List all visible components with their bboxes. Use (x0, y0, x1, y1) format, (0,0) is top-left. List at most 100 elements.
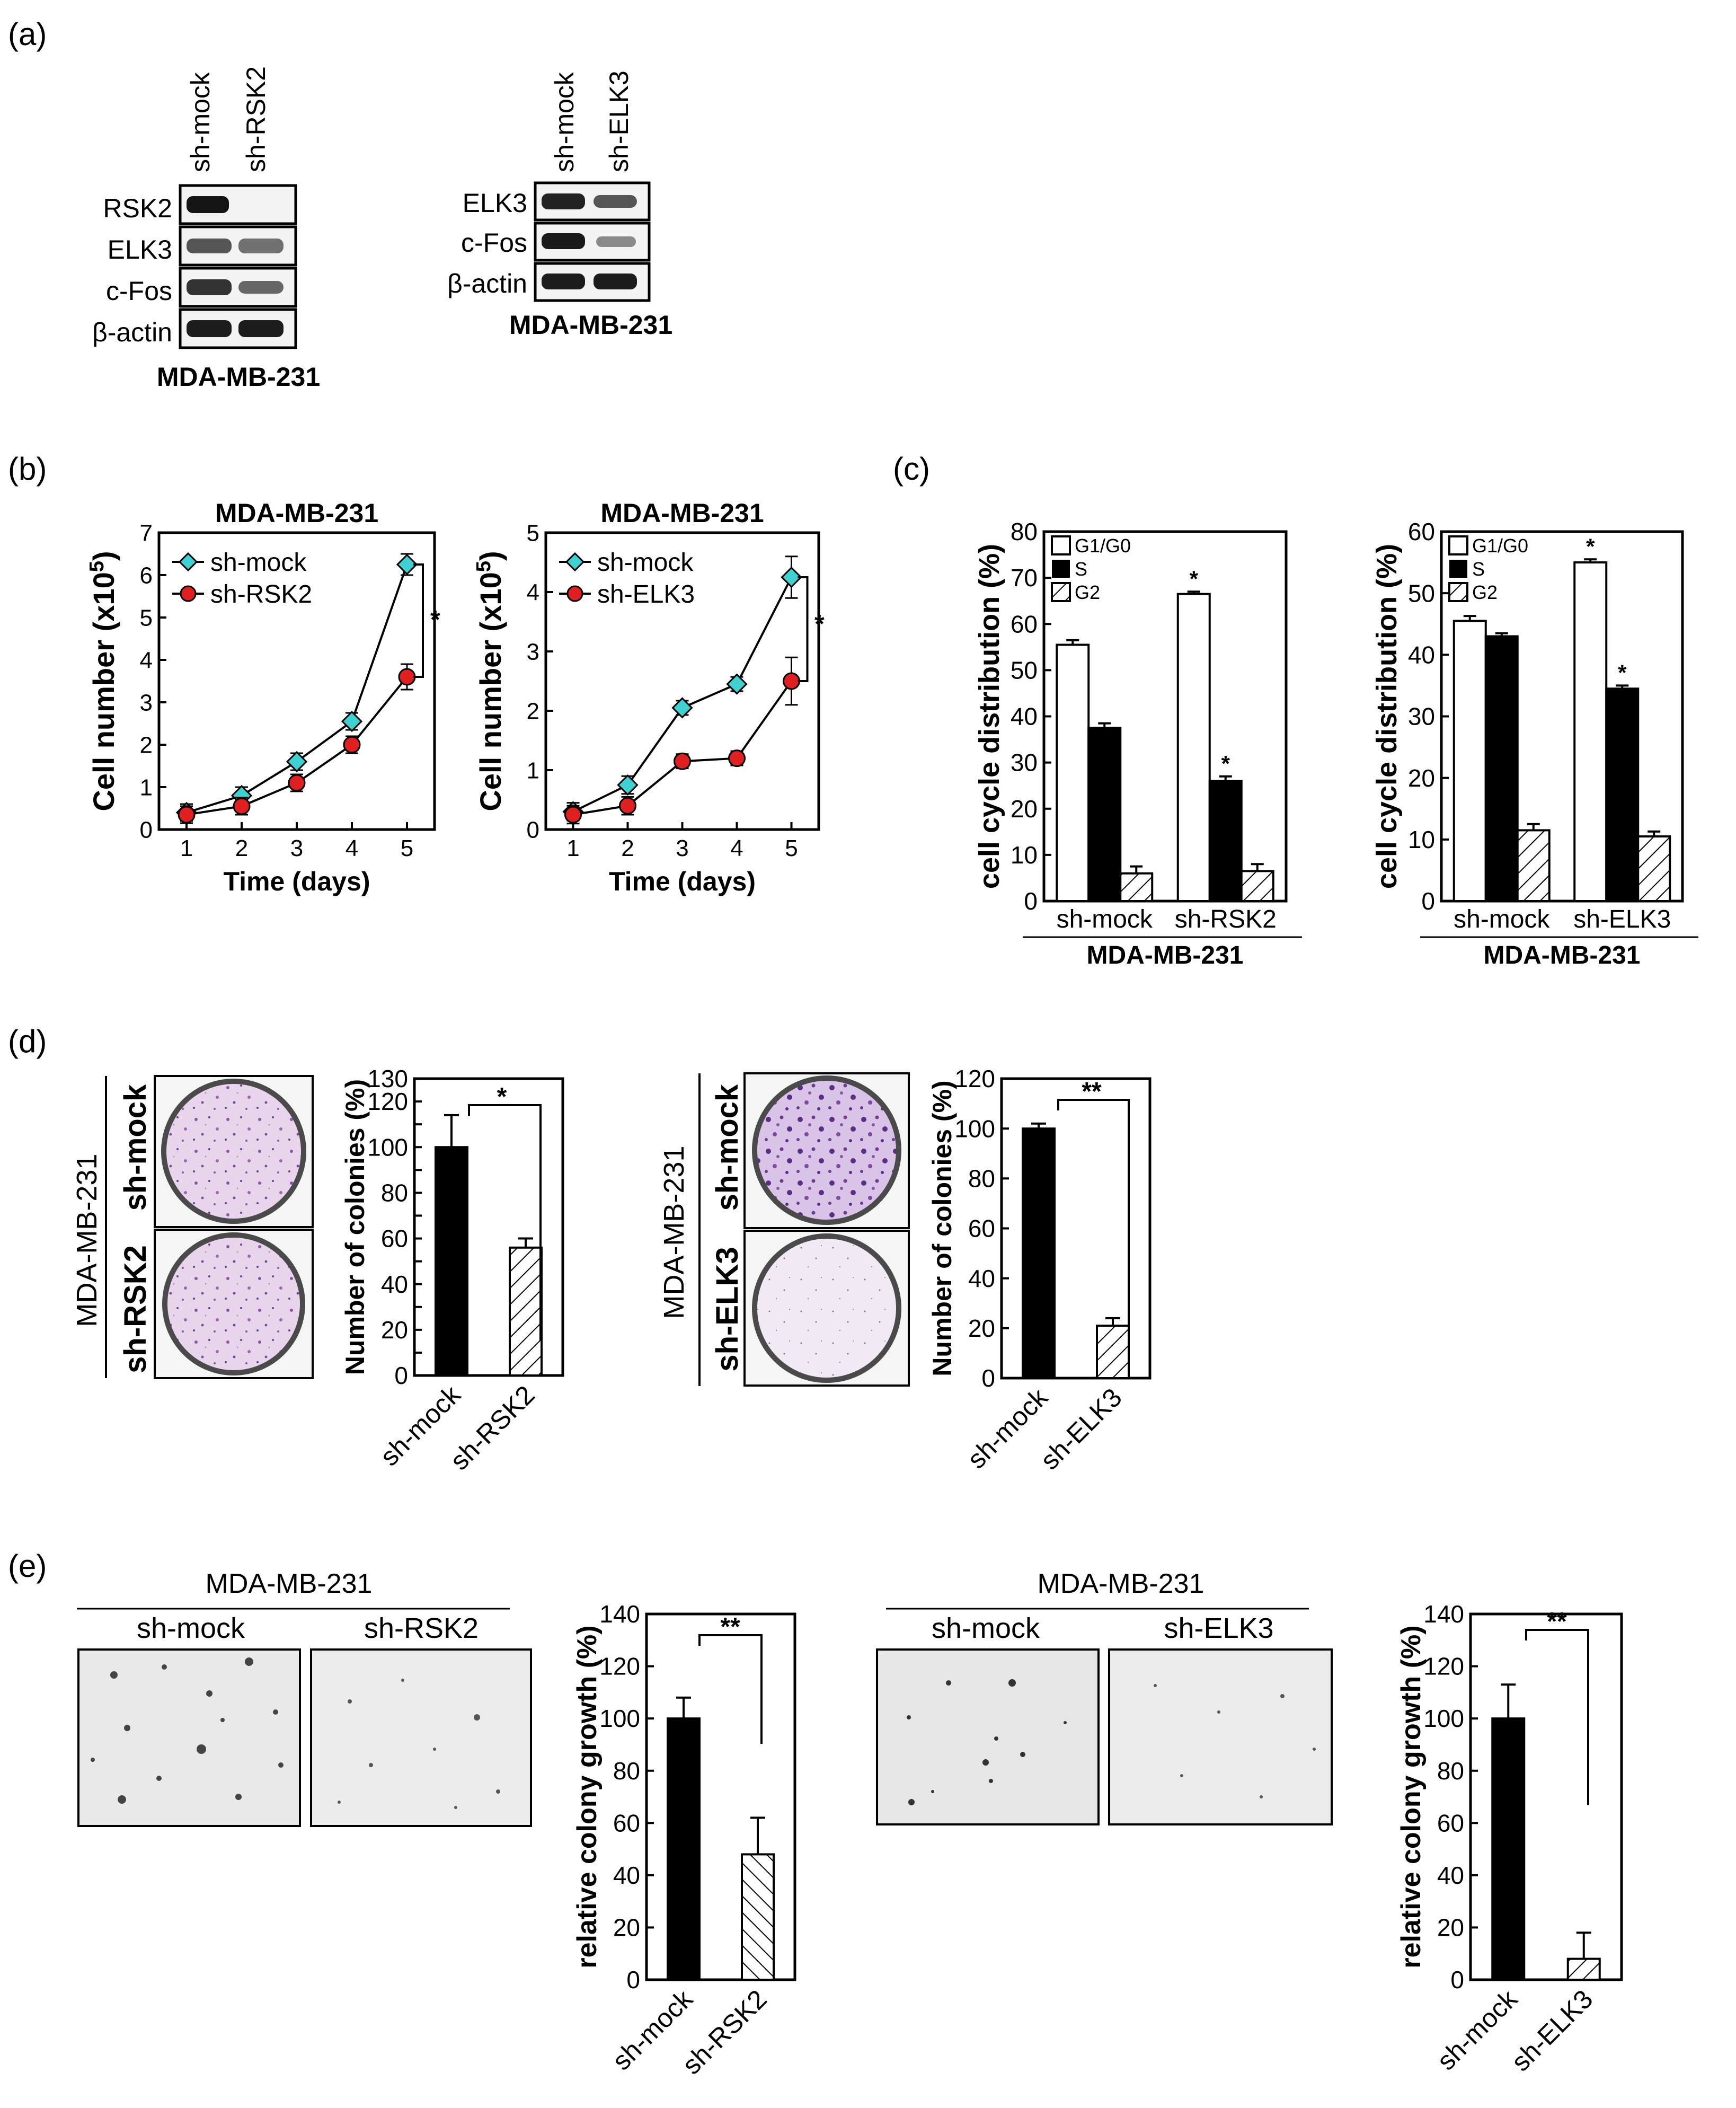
x-tick-label: 4 (346, 835, 358, 861)
bar-sh-mock (435, 1146, 468, 1377)
x-tick-label: 4 (730, 835, 743, 861)
error-bar (1527, 823, 1540, 831)
data-point-sh-RSK2 (178, 806, 196, 824)
error-bar (518, 1237, 533, 1248)
blot-left-cell-line: MDA-MB-231 (157, 362, 320, 392)
bar-sh-RSK2 (509, 1246, 543, 1377)
soft-agar-image-mock (77, 1648, 301, 1827)
series-line-sh-mock (572, 577, 793, 813)
y-tick-label: 20 (1408, 764, 1435, 792)
y-tick-label: 0 (981, 1364, 995, 1392)
y-tick-label: 120 (599, 1653, 640, 1680)
chart-cell-growth-elk3: MDA-MB-231 0 1 2 3 4 5 1 2 3 4 5 Time (days) Cell num… (473, 498, 820, 896)
bar-S (1087, 727, 1122, 902)
data-point-sh-RSK2 (233, 797, 251, 815)
y-tick-label: 100 (367, 1133, 408, 1161)
data-point-sh-RSK2 (343, 736, 361, 754)
y-tick-label: 40 (1408, 641, 1435, 668)
x-tick-label: 5 (785, 835, 798, 861)
x-tick-label: 2 (235, 835, 248, 861)
y-axis-label: cell cycle distribution (%) (973, 544, 1005, 889)
data-point-sh-RSK2 (398, 668, 416, 686)
y-tick-label: 30 (1011, 749, 1038, 777)
error-bar (1584, 558, 1597, 563)
blot-right-row-2: c-Fos (461, 228, 527, 258)
data-point-sh-mock (617, 774, 639, 796)
legend-g1g0: G1/G0 (1075, 535, 1131, 557)
chart-e-right-significance-bracket: ** (1525, 1608, 1589, 1805)
category-label: sh-ELK3 (1505, 1984, 1598, 2077)
y-tick-label: 40 (381, 1271, 408, 1298)
y-tick-label: 80 (381, 1179, 408, 1206)
category-label: sh-ELK3 (1035, 1382, 1128, 1475)
blot-band (238, 239, 284, 253)
error-bar (1463, 615, 1476, 621)
blot-right-row-3: β-actin (447, 269, 527, 298)
colony-well-label-mock: sh-mock (710, 1084, 745, 1211)
bar-sh-mock (1491, 1717, 1526, 1981)
legend-marker (180, 585, 197, 602)
chart-e-right-significance: ** (1547, 1608, 1567, 1636)
significance-mark: * (1221, 751, 1230, 776)
data-point-sh-ELK3 (619, 797, 636, 815)
y-tick-label: 6 (140, 562, 153, 588)
data-point-sh-ELK3 (783, 672, 800, 690)
y-tick-label: 20 (968, 1315, 995, 1342)
bar-G2 (1119, 872, 1154, 902)
data-point-sh-ELK3 (728, 749, 746, 768)
data-point-sh-mock (671, 697, 693, 719)
y-tick-label: 10 (1408, 826, 1435, 853)
y-tick-label: 0 (1421, 887, 1435, 915)
colony-wells-left-cell-line: MDA-MB-231 (71, 1153, 103, 1327)
y-axis-label: Cell number (x105) (86, 551, 120, 811)
colony-well-image (162, 1232, 305, 1375)
data-point-sh-mock (396, 553, 418, 576)
data-point-sh-mock (341, 710, 363, 733)
y-tick-label: 40 (613, 1862, 640, 1889)
error-bar (676, 1696, 691, 1719)
bar-G2 (1637, 835, 1671, 903)
legend-label: sh-ELK3 (597, 580, 695, 608)
x-tick-label: 5 (401, 835, 413, 861)
y-tick-label: 50 (1408, 579, 1435, 607)
error-bar (1066, 639, 1079, 645)
blot-left-row-1: RSK2 (103, 193, 172, 223)
legend-g2: G2 (1075, 581, 1100, 603)
y-tick-label: 80 (968, 1165, 995, 1192)
error-bar (1495, 632, 1508, 637)
error-bar (444, 1114, 459, 1148)
error-bar (1105, 1317, 1120, 1326)
soft-agar-right-cell-line: MDA-MB-231 (1038, 1568, 1204, 1599)
soft-agar-colonies (907, 1679, 1067, 1805)
category-label: sh-mock (1057, 905, 1153, 933)
chart-title: MDA-MB-231 (600, 498, 764, 528)
y-axis-label: Cell number (x105) (473, 551, 507, 811)
chart-d-left-significance: * (497, 1083, 507, 1111)
blot-right-row-1: ELK3 (463, 188, 527, 218)
blot-left-row-4: β-actin (92, 317, 172, 347)
bar-G2 (1240, 870, 1274, 903)
y-tick-label: 40 (1011, 703, 1038, 730)
legend-label: sh-mock (210, 549, 307, 577)
blot-right: sh-mock sh-ELK3 ELK3 c-Fos β-actin MDA-M… (447, 70, 672, 340)
y-axis-label: relative colony growth (%) (572, 1625, 603, 1968)
error-bar (1187, 590, 1200, 594)
colony-well-label-rsk2: sh-RSK2 (118, 1245, 153, 1373)
error-bar (1219, 775, 1232, 781)
blot-band (187, 320, 232, 337)
soft-agar-colonies (1154, 1684, 1316, 1798)
blot-band (542, 193, 585, 209)
y-axis-label: Number of colonies (%) (340, 1079, 370, 1375)
soft-agar-left-label-rsk2: sh-RSK2 (364, 1612, 479, 1644)
error-bar (750, 1816, 765, 1855)
soft-agar-left-cell-line: MDA-MB-231 (206, 1568, 373, 1599)
y-tick-label: 0 (394, 1362, 408, 1389)
y-tick-label: 60 (968, 1215, 995, 1242)
plot-frame (645, 1612, 796, 1981)
blot-band (594, 274, 637, 289)
panel-e-label: (e) (8, 1548, 47, 1584)
y-tick-label: 40 (968, 1265, 995, 1292)
y-tick-label: 0 (140, 817, 153, 843)
bar-S (1484, 635, 1519, 902)
x-tick-label: 1 (180, 835, 193, 861)
